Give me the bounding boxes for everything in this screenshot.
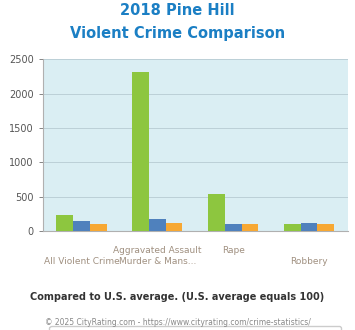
Bar — [301, 223, 317, 231]
Bar — [90, 224, 106, 231]
Text: Compared to U.S. average. (U.S. average equals 100): Compared to U.S. average. (U.S. average … — [31, 292, 324, 302]
Bar — [284, 224, 301, 231]
Bar — [208, 194, 225, 231]
Text: Robbery: Robbery — [290, 257, 328, 266]
Text: © 2025 CityRating.com - https://www.cityrating.com/crime-statistics/: © 2025 CityRating.com - https://www.city… — [45, 318, 310, 327]
Bar — [241, 224, 258, 231]
Bar — [56, 214, 73, 231]
Bar — [166, 223, 182, 231]
Text: Murder & Mans...: Murder & Mans... — [119, 257, 196, 266]
Legend: Pine Hill, Alabama, National: Pine Hill, Alabama, National — [49, 326, 341, 330]
Text: Rape: Rape — [222, 246, 245, 255]
Text: Violent Crime Comparison: Violent Crime Comparison — [70, 26, 285, 41]
Bar — [317, 224, 334, 231]
Bar — [225, 224, 241, 231]
Bar — [132, 73, 149, 231]
Bar — [149, 219, 166, 231]
Bar — [73, 221, 90, 231]
Text: 2018 Pine Hill: 2018 Pine Hill — [120, 3, 235, 18]
Text: All Violent Crime: All Violent Crime — [44, 257, 119, 266]
Text: Aggravated Assault: Aggravated Assault — [113, 246, 202, 255]
